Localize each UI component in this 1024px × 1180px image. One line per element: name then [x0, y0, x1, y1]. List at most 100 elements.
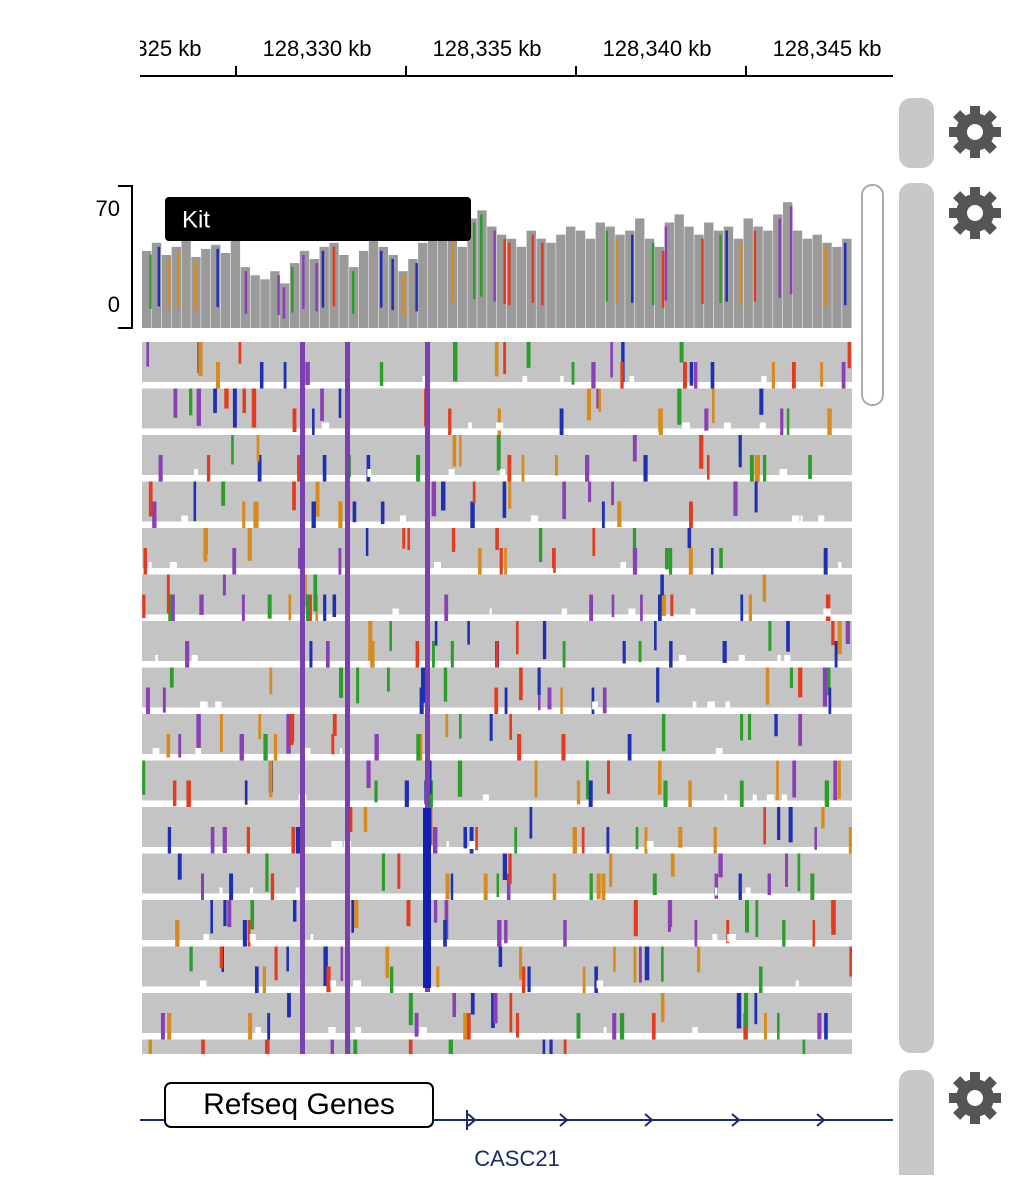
mismatch — [651, 1013, 656, 1053]
mismatch — [295, 827, 301, 867]
mismatch — [841, 362, 846, 400]
mismatch — [688, 548, 693, 586]
coverage-bar — [457, 246, 467, 328]
mismatch — [834, 641, 838, 676]
mismatch — [563, 920, 567, 958]
mismatch — [408, 993, 413, 1026]
coverage-bar — [506, 238, 517, 328]
mismatch — [494, 342, 499, 377]
mismatch — [351, 900, 355, 933]
mismatch — [467, 621, 470, 645]
coverage-bar — [556, 234, 566, 328]
mismatch — [683, 362, 687, 400]
read-gap — [353, 980, 361, 989]
mismatch — [792, 760, 797, 798]
track-tab[interactable] — [899, 1070, 934, 1180]
mismatch — [542, 621, 547, 660]
mismatch — [459, 435, 462, 467]
read-gap — [446, 841, 449, 849]
mismatch — [739, 780, 744, 813]
mismatch — [282, 287, 286, 319]
track-tab[interactable] — [899, 183, 934, 1053]
mismatch — [175, 920, 180, 953]
mismatch — [193, 481, 197, 522]
read-gap — [561, 608, 567, 617]
track-name-box[interactable] — [164, 1082, 434, 1128]
mismatch — [549, 1039, 553, 1054]
mismatch — [718, 853, 723, 878]
mismatch — [298, 548, 302, 569]
mismatch — [472, 481, 476, 504]
coverage-max: 70 — [96, 196, 120, 221]
mismatch — [448, 1039, 454, 1054]
mismatch — [671, 1060, 674, 1081]
mismatch — [352, 501, 357, 523]
mismatch — [541, 242, 544, 306]
read-gap — [203, 934, 209, 942]
mismatch — [559, 1060, 562, 1093]
coverage-bar — [635, 218, 645, 328]
mismatch — [142, 760, 146, 795]
read-gap — [560, 376, 564, 384]
mismatch — [313, 574, 318, 612]
mismatch — [339, 667, 344, 698]
track-name: Refseq Genes — [203, 1088, 395, 1121]
mismatch — [585, 760, 589, 800]
read-gap — [419, 1027, 427, 1035]
mismatch — [563, 1039, 567, 1054]
mismatch — [529, 807, 533, 839]
mismatch — [421, 667, 426, 703]
coverage-bar — [378, 246, 389, 328]
mismatch — [244, 780, 248, 805]
strand-arrow — [467, 1113, 477, 1127]
mismatch — [416, 455, 421, 486]
mismatch — [321, 250, 325, 308]
mismatch — [527, 966, 531, 993]
mismatch — [489, 714, 493, 741]
mismatch — [765, 667, 770, 705]
track-tab[interactable] — [899, 98, 934, 168]
mismatch — [687, 528, 692, 549]
mismatch — [353, 1039, 358, 1054]
mismatch — [326, 966, 331, 993]
mismatch — [366, 760, 371, 789]
read-row — [142, 388, 852, 429]
mismatch — [782, 920, 786, 953]
mismatch — [495, 641, 499, 678]
insertion-column — [300, 342, 305, 1054]
mismatch — [320, 388, 324, 422]
read-gap — [818, 515, 825, 524]
read-gap — [766, 794, 775, 803]
scrollbar[interactable] — [861, 184, 884, 406]
mismatch — [786, 621, 790, 652]
gear[interactable] — [949, 187, 1001, 239]
read-row — [142, 760, 852, 801]
mismatch — [402, 528, 406, 549]
mismatch — [592, 528, 596, 557]
mismatch — [824, 1013, 828, 1052]
mismatch — [365, 528, 369, 556]
mismatch — [753, 230, 757, 302]
mismatch — [797, 853, 801, 892]
gear[interactable] — [949, 1072, 1001, 1124]
mismatch — [755, 900, 759, 938]
coverage-bar — [763, 230, 773, 328]
mismatch — [274, 946, 278, 981]
mismatch — [338, 548, 342, 588]
mismatch — [598, 1060, 601, 1092]
mismatch — [617, 501, 622, 528]
read-gap — [679, 655, 686, 663]
mismatch — [287, 993, 291, 1018]
coverage-bar — [575, 230, 586, 328]
gene-name[interactable]: CASC21 — [474, 1146, 560, 1171]
gear[interactable] — [949, 106, 1001, 158]
ruler-label: 128,340 kb — [603, 36, 712, 61]
read-gap — [310, 934, 314, 942]
mismatch — [338, 501, 343, 536]
mismatch — [239, 734, 244, 774]
track-name-box[interactable] — [165, 197, 471, 241]
read-gap — [620, 562, 627, 570]
mismatch — [710, 548, 714, 577]
mismatch — [269, 760, 273, 798]
mismatch — [847, 342, 851, 369]
